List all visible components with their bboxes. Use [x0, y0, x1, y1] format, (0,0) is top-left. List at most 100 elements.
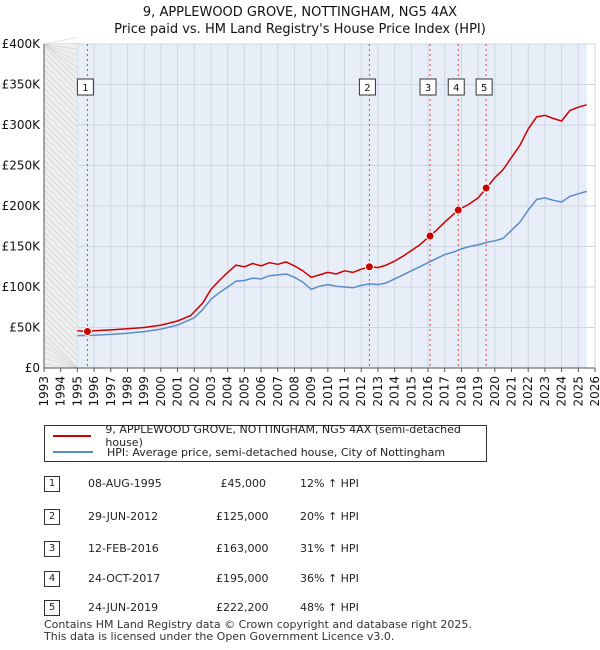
sale-hpi-diff: 12% ↑ HPI — [300, 477, 359, 490]
hatch-line — [43, 285, 78, 320]
x-tick-label: 2017 — [438, 376, 452, 407]
legend-label-hpi: HPI: Average price, semi-detached house,… — [107, 445, 446, 459]
chart-subtitle: Price paid vs. HM Land Registry's House … — [114, 22, 486, 37]
sale-label-box — [358, 78, 376, 96]
hatch-line — [43, 249, 78, 284]
hatch-line — [43, 87, 78, 122]
hatch-line — [43, 213, 78, 248]
sale-label-number: 5 — [481, 83, 487, 94]
y-tick-label: £150K — [2, 240, 42, 254]
hatch-line — [43, 183, 78, 218]
x-tick-label: 2011 — [338, 376, 352, 407]
sale-number: 5 — [44, 600, 60, 616]
hatch-line — [43, 357, 78, 369]
hatch-line — [43, 51, 78, 86]
hatch-line — [43, 153, 78, 188]
sale-date: 24-OCT-2017 — [88, 572, 161, 585]
hatch-line — [43, 135, 78, 170]
hatch-line — [43, 43, 78, 68]
footer-copyright: Contains HM Land Registry data © Crown c… — [44, 618, 472, 631]
hatch-line — [43, 273, 78, 308]
hatch-line — [43, 43, 78, 74]
sale-price: £163,000 — [216, 542, 269, 555]
x-tick-label: 2012 — [354, 376, 368, 407]
sale-date: 29-JUN-2012 — [88, 510, 159, 523]
hatch-line — [43, 237, 78, 272]
sale-point — [453, 205, 463, 215]
hatch-line — [43, 225, 78, 260]
x-tick-label: 2019 — [471, 376, 485, 407]
hatch-line — [43, 37, 78, 45]
hatch-line — [43, 81, 78, 116]
y-tick-label: £400K — [2, 37, 42, 51]
hatch-line — [43, 43, 78, 62]
sale-date: 24-JUN-2019 — [88, 601, 159, 614]
x-tick-label: 2004 — [221, 376, 235, 407]
hatch-line — [43, 171, 78, 206]
sale-label-box — [475, 78, 493, 96]
x-tick-label: 2008 — [287, 376, 301, 407]
hatch-line — [43, 111, 78, 146]
sale-label-number: 1 — [82, 83, 88, 94]
hpi-line — [77, 190, 587, 337]
sale-point — [425, 231, 435, 241]
hatch-line — [43, 43, 78, 56]
hatch-line — [43, 43, 78, 50]
hatch-line — [43, 75, 78, 110]
hatch-line — [43, 243, 78, 278]
sale-point — [82, 327, 92, 337]
y-tick-label: £100K — [2, 280, 42, 294]
hatch-line — [43, 189, 78, 224]
hatch-line — [43, 159, 78, 194]
y-tick-label: £200K — [2, 199, 42, 213]
hatch-line — [43, 255, 78, 290]
hatch-line — [43, 315, 78, 350]
sale-point — [364, 262, 374, 272]
hatch-line — [43, 363, 78, 369]
x-tick-label: 2021 — [505, 376, 519, 407]
hatch-line — [43, 177, 78, 212]
legend-swatch-hpi — [53, 451, 93, 453]
x-tick-label: 2001 — [171, 376, 185, 407]
x-tick-label: 1993 — [37, 376, 51, 407]
chart-title: 9, APPLEWOOD GROVE, NOTTINGHAM, NG5 4AX — [143, 5, 457, 20]
sale-hpi-diff: 31% ↑ HPI — [300, 542, 359, 555]
x-tick-label: 2005 — [237, 376, 251, 407]
sale-label-number: 3 — [425, 83, 431, 94]
x-tick-label: 2003 — [204, 376, 218, 407]
sale-price: £125,000 — [216, 510, 269, 523]
sale-row: 1 08-AUG-1995 £45,000 12% ↑ HPI — [44, 474, 444, 494]
sale-row: 4 24-OCT-2017 £195,000 36% ↑ HPI — [44, 569, 444, 589]
sale-number: 1 — [44, 476, 60, 492]
sale-label-box — [76, 78, 94, 96]
price-chart: 9, APPLEWOOD GROVE, NOTTINGHAM, NG5 4AX … — [2, 5, 600, 407]
sale-row: 5 24-JUN-2019 £222,200 48% ↑ HPI — [44, 598, 444, 618]
sale-point — [481, 183, 491, 193]
x-tick-label: 1994 — [54, 376, 68, 407]
hatch-line — [43, 117, 78, 152]
x-tick-label: 1998 — [120, 376, 134, 407]
x-tick-label: 2013 — [371, 376, 385, 407]
x-tick-label: 2020 — [488, 376, 502, 407]
property-price-line — [77, 104, 587, 333]
hatch-line — [43, 99, 78, 134]
legend: 9, APPLEWOOD GROVE, NOTTINGHAM, NG5 4AX … — [44, 423, 487, 462]
hatch-line — [43, 165, 78, 200]
hatch-line — [43, 261, 78, 296]
x-tick-label: 2014 — [388, 376, 402, 407]
sale-price: £222,200 — [216, 601, 269, 614]
hatch-line — [43, 123, 78, 158]
legend-item-property: 9, APPLEWOOD GROVE, NOTTINGHAM, NG5 4AX … — [53, 423, 486, 449]
footer-license: This data is licensed under the Open Gov… — [44, 630, 395, 643]
hatch-line — [43, 63, 78, 98]
hatch-line — [43, 207, 78, 242]
y-tick-label: £300K — [2, 118, 42, 132]
hatch-line — [43, 219, 78, 254]
hatch-line — [43, 129, 78, 164]
sale-number: 2 — [44, 509, 60, 525]
sale-label-number: 4 — [453, 83, 459, 94]
hatch-line — [43, 309, 78, 344]
sale-row: 2 29-JUN-2012 £125,000 20% ↑ HPI — [44, 507, 444, 527]
x-tick-label: 1996 — [87, 376, 101, 407]
hatch-line — [43, 141, 78, 176]
